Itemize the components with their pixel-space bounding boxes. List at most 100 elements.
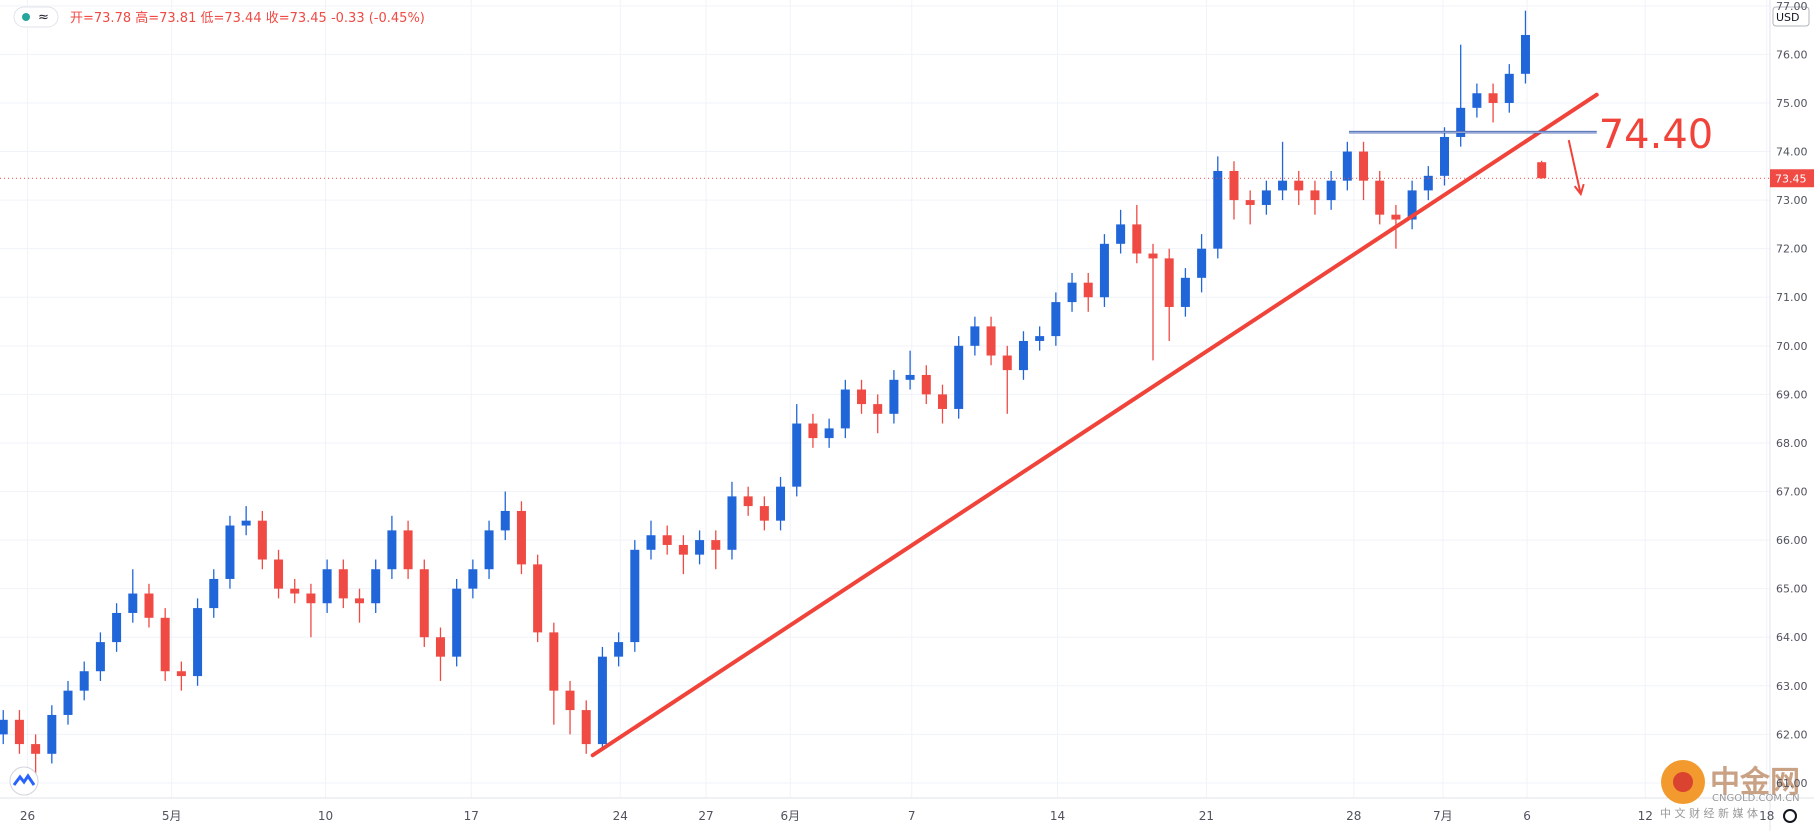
candle-body: [921, 374, 931, 395]
watermark-logo-inner: [1673, 772, 1693, 792]
ohlc-legend: 开=73.78 高=73.81 低=73.44 收=73.45 -0.33 (-…: [70, 10, 425, 26]
candle-body: [597, 656, 607, 745]
candle-body: [776, 486, 786, 521]
tv-logo-mark: [12, 773, 36, 786]
candle-body: [1391, 214, 1401, 220]
candle-body: [1083, 282, 1093, 298]
candle-body: [1035, 336, 1045, 341]
candle-body: [144, 593, 154, 618]
settings-button[interactable]: [1783, 809, 1797, 823]
candle-body: [565, 690, 575, 711]
watermark-site: CNGOLD.COM.CN: [1712, 793, 1800, 804]
candle-body: [95, 642, 105, 672]
y-tick-label: 72.00: [1776, 243, 1808, 256]
candle-body: [31, 744, 41, 754]
x-tick-label: 6: [1523, 809, 1531, 823]
candle-body: [1018, 340, 1028, 371]
candle-body: [1180, 277, 1190, 307]
candle-body: [1359, 151, 1369, 181]
x-tick-label: 17: [464, 809, 479, 823]
candle-body: [1148, 253, 1158, 259]
candle-body: [128, 593, 138, 613]
candle-body: [549, 632, 559, 691]
candle-body: [1326, 180, 1336, 201]
y-tick-label: 69.00: [1776, 388, 1808, 401]
candle-body: [646, 535, 656, 550]
candle-body: [387, 530, 397, 570]
candle-body: [1294, 180, 1304, 191]
candle-body: [1440, 136, 1450, 176]
candle-body: [581, 710, 591, 745]
candle-body: [1229, 170, 1239, 201]
candle-body: [695, 540, 705, 555]
x-tick-label: 18: [1759, 809, 1774, 823]
candle-body: [905, 374, 915, 380]
candle-body: [1197, 248, 1207, 278]
y-tick-label: 73.00: [1776, 194, 1808, 207]
symbol-icon: ≈: [38, 10, 49, 25]
candle-body: [1164, 258, 1174, 307]
y-tick-label: 70.00: [1776, 340, 1808, 353]
candle-body: [14, 719, 24, 745]
candle-body: [257, 520, 267, 560]
candle-body: [1520, 34, 1530, 74]
y-tick-label: 63.00: [1776, 680, 1808, 693]
candle-body: [1504, 73, 1514, 103]
candle-body: [79, 671, 89, 691]
candle-body: [662, 535, 672, 545]
y-tick-label: 75.00: [1776, 97, 1808, 110]
x-tick-label: 28: [1346, 809, 1361, 823]
y-tick-label: 77.00: [1776, 0, 1808, 13]
candle-body: [241, 520, 251, 526]
x-tick-label: 10: [318, 809, 333, 823]
candle-body: [1310, 190, 1320, 201]
candle-body: [1456, 107, 1466, 137]
candle-body: [1099, 243, 1109, 298]
x-tick-label: 21: [1199, 809, 1214, 823]
candle-body: [711, 540, 721, 550]
candle-body: [193, 608, 203, 677]
candle-body: [1245, 200, 1255, 205]
candle-body: [1132, 224, 1142, 254]
candle-body: [840, 389, 850, 429]
candle-body: [338, 569, 348, 599]
candle-body: [1002, 355, 1012, 371]
candle-body: [873, 404, 883, 414]
status-dot: [22, 13, 30, 21]
candle-body: [759, 506, 769, 521]
candle-body: [1472, 93, 1482, 108]
candle-body: [419, 569, 429, 638]
x-tick-label: 24: [613, 809, 628, 823]
candle-body: [274, 559, 284, 589]
candle-body: [225, 525, 235, 579]
currency-label[interactable]: USD: [1776, 11, 1800, 24]
trend-line: [590, 92, 1599, 758]
x-tick-label: 14: [1050, 809, 1065, 823]
currency-selector[interactable]: [1772, 6, 1810, 27]
plot-area: [0, 10, 1770, 774]
candle-body: [1051, 302, 1061, 337]
candle-body: [290, 588, 300, 594]
x-tick-label: 12: [1638, 809, 1653, 823]
candle-body: [322, 569, 332, 604]
y-tick-label: 61.00: [1776, 777, 1808, 790]
candle-body: [160, 617, 170, 672]
candle-body: [1407, 190, 1417, 220]
symbol-pill[interactable]: [13, 6, 59, 28]
y-tick-label: 71.00: [1776, 291, 1808, 304]
candle-body: [889, 379, 899, 414]
y-tick-label: 67.00: [1776, 486, 1808, 499]
x-tick-label: 6月: [780, 809, 800, 823]
candle-body: [954, 345, 964, 409]
candle-body: [857, 389, 867, 405]
candle-body: [1278, 180, 1288, 191]
candle-body: [1423, 175, 1433, 191]
y-tick-label: 68.00: [1776, 437, 1808, 450]
down-arrow: [1567, 139, 1585, 197]
candle-body: [1342, 151, 1352, 181]
candle-body: [403, 530, 413, 570]
candle-body: [435, 637, 445, 657]
